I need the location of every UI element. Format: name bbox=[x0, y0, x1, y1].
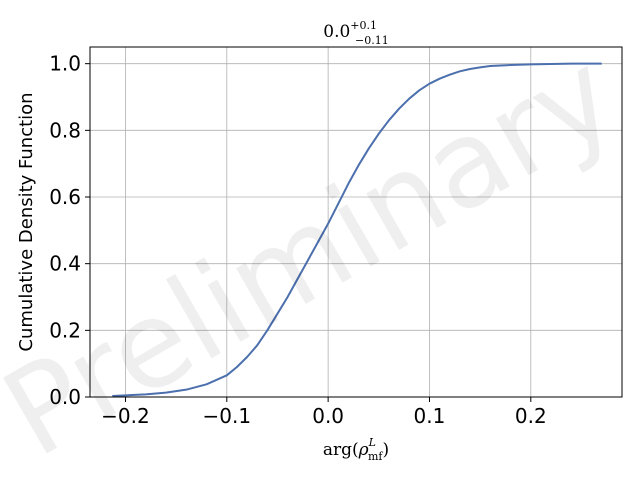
x-tick-label: 0.0 bbox=[312, 404, 344, 428]
plot-frame bbox=[89, 46, 623, 398]
y-tick-label: 0.6 bbox=[49, 185, 81, 209]
x-axis-label-sub: mf bbox=[368, 450, 383, 463]
chart-title: 0.0+0.1 −0.11 bbox=[323, 19, 388, 47]
y-axis: 0.0 0.2 0.4 0.6 0.8 1.0 bbox=[49, 52, 90, 409]
y-tick-label: 0.8 bbox=[49, 118, 81, 142]
series-group bbox=[112, 62, 602, 397]
x-axis-label-sup: L bbox=[368, 436, 376, 449]
x-axis-label-close: ) bbox=[382, 440, 389, 460]
y-tick-label: 0.0 bbox=[49, 385, 81, 409]
x-tick-label: 0.2 bbox=[515, 404, 547, 428]
chart-title-sup: +0.1 bbox=[350, 19, 377, 32]
chart-title-base: 0.0 bbox=[323, 22, 350, 42]
x-tick-label: 0.1 bbox=[414, 404, 446, 428]
y-tick-label: 0.4 bbox=[49, 252, 81, 276]
x-tick-label: −0.2 bbox=[101, 404, 150, 428]
chart-title-sub: −0.11 bbox=[355, 34, 389, 47]
x-axis-label-var: ρ bbox=[358, 440, 369, 460]
y-tick-label: 1.0 bbox=[49, 52, 81, 76]
x-axis-label-func: arg( bbox=[323, 440, 359, 460]
cdf-line-series-0 bbox=[112, 62, 602, 397]
x-axis-label: arg(ρL mf) bbox=[323, 436, 389, 463]
x-tick-label: −0.1 bbox=[203, 404, 252, 428]
x-axis: −0.2 −0.1 0.0 0.1 0.2 bbox=[101, 397, 547, 428]
y-axis-label: Cumulative Density Function bbox=[16, 92, 37, 351]
y-tick-label: 0.2 bbox=[49, 318, 81, 342]
